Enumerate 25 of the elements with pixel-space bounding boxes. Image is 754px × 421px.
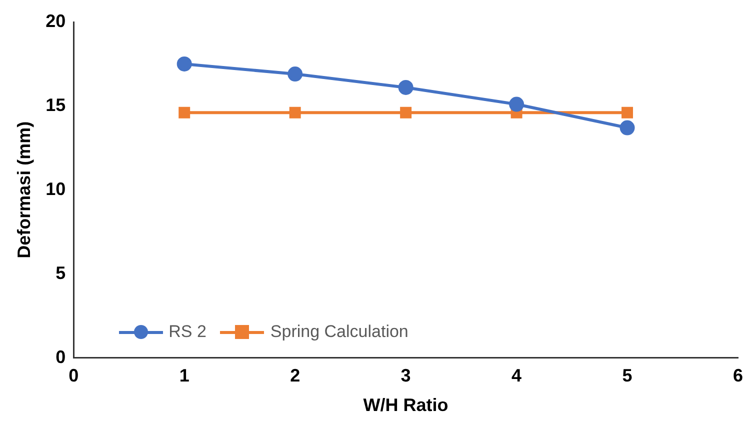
x-tick-label: 4 [512, 366, 522, 386]
point [509, 96, 524, 112]
point [620, 120, 635, 136]
legend-label: Spring Calculation [270, 322, 408, 342]
x-tick-label: 1 [179, 366, 190, 386]
y-tick-label: 15 [46, 94, 66, 115]
x-tick-label: 6 [732, 366, 744, 386]
y-tick-label: 0 [56, 346, 66, 367]
point [176, 56, 192, 72]
x-tick-label: 0 [68, 366, 79, 386]
point [622, 106, 634, 118]
point [288, 66, 303, 82]
legend-label: RS 2 [168, 322, 206, 342]
point [400, 106, 412, 118]
y-tick-label: 20 [46, 10, 66, 31]
y-tick-label: 5 [56, 262, 66, 283]
y-tick-label: 10 [46, 178, 66, 199]
x-axis-title: W/H Ratio [363, 395, 448, 416]
point [398, 80, 414, 95]
point [289, 106, 301, 118]
x-tick-label: 3 [400, 366, 411, 386]
y-axis-title: Deformasi (mm) [14, 121, 34, 258]
point [178, 106, 190, 118]
x-tick-label: 2 [290, 366, 300, 386]
x-tick-label: 5 [622, 366, 632, 386]
